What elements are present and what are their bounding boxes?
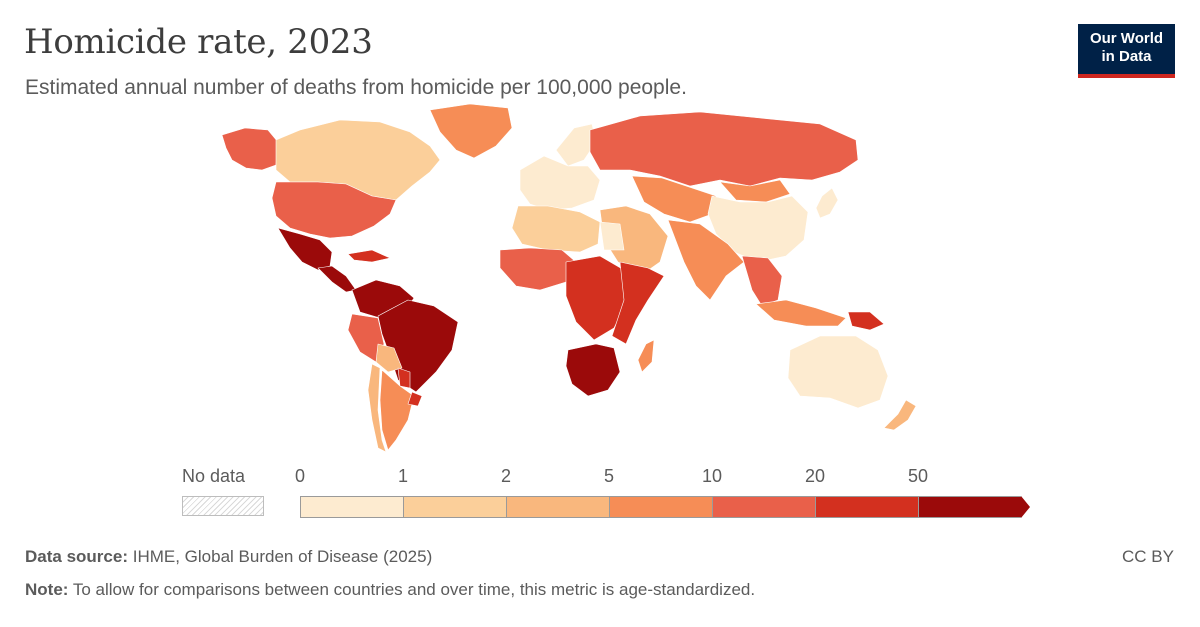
map-region[interactable] xyxy=(741,255,783,307)
footnote: Note: To allow for comparisons between c… xyxy=(25,580,755,600)
legend-open-end-arrow xyxy=(1021,496,1030,518)
chart-subtitle: Estimated annual number of deaths from h… xyxy=(25,76,687,99)
map-region[interactable] xyxy=(317,265,357,293)
map-region[interactable] xyxy=(375,343,403,373)
legend-tick-label: 0 xyxy=(294,466,306,486)
map-region[interactable] xyxy=(707,195,809,263)
footnote-label: Note: xyxy=(25,580,69,599)
legend-bin[interactable] xyxy=(712,496,815,518)
map-region[interactable] xyxy=(589,111,859,187)
legend-tick-label: 1 xyxy=(397,466,409,486)
map-region[interactable] xyxy=(429,103,513,159)
map-region[interactable] xyxy=(637,339,655,373)
legend-bin[interactable] xyxy=(815,496,918,518)
map-region[interactable] xyxy=(519,155,601,211)
map-region[interactable] xyxy=(499,247,577,291)
license: CC BY xyxy=(1122,547,1174,566)
map-region[interactable] xyxy=(815,187,839,219)
legend-tick-label: 2 xyxy=(500,466,512,486)
map-region[interactable] xyxy=(407,391,423,407)
legend-tick-label: 10 xyxy=(701,466,723,486)
color-legend: 0 1 2 5 10 20 50 xyxy=(295,466,1030,526)
map-region[interactable] xyxy=(367,363,387,453)
legend-bin[interactable] xyxy=(403,496,506,518)
map-region[interactable] xyxy=(511,205,601,253)
map-region[interactable] xyxy=(787,335,889,409)
map-region[interactable] xyxy=(847,311,885,331)
legend-tick-label: 20 xyxy=(804,466,826,486)
map-region[interactable] xyxy=(379,369,415,451)
map-region[interactable] xyxy=(221,127,279,171)
data-source-label: Data source: xyxy=(25,547,128,566)
data-source: Data source: IHME, Global Burden of Dise… xyxy=(25,547,432,567)
map-region[interactable] xyxy=(565,255,629,341)
map-region[interactable] xyxy=(719,179,791,203)
legend-bin[interactable] xyxy=(918,496,1021,518)
map-region[interactable] xyxy=(599,221,625,251)
legend-tick-label: 5 xyxy=(603,466,615,486)
legend-bin[interactable] xyxy=(506,496,609,518)
legend-no-data-label: No data xyxy=(182,466,246,486)
footnote-text: To allow for comparisons between countri… xyxy=(72,580,756,599)
map-region[interactable] xyxy=(565,343,621,397)
map-region[interactable] xyxy=(347,249,391,263)
legend-no-data-swatch xyxy=(182,496,264,516)
data-source-text: IHME, Global Burden of Disease (2025) xyxy=(132,547,433,566)
logo-line-2: in Data xyxy=(1101,48,1152,65)
map-region[interactable] xyxy=(397,367,411,389)
map-region[interactable] xyxy=(755,299,847,327)
logo-line-1: Our World xyxy=(1089,30,1164,47)
legend-bin[interactable] xyxy=(609,496,712,518)
map-region[interactable] xyxy=(271,181,397,239)
owid-logo[interactable]: Our World in Data xyxy=(1078,24,1175,78)
map-region[interactable] xyxy=(667,219,745,301)
map-region[interactable] xyxy=(611,261,665,345)
chart-title: Homicide rate, 2023 xyxy=(24,22,373,62)
legend-bin[interactable] xyxy=(300,496,403,518)
legend-tick-label: 50 xyxy=(907,466,929,486)
map-region[interactable] xyxy=(883,399,917,431)
